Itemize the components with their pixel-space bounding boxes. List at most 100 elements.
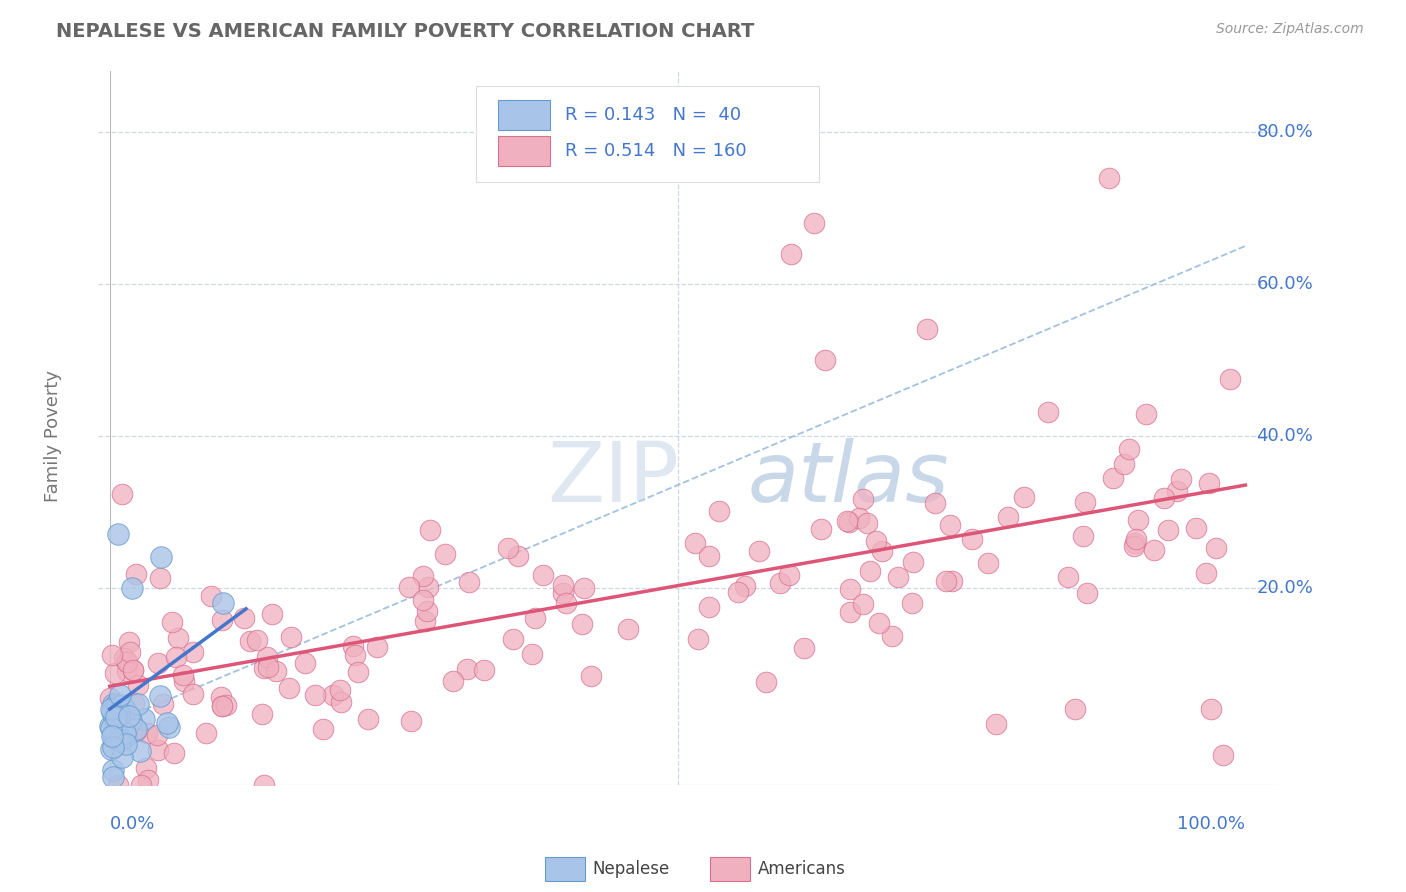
Point [901, 597, 924, 611]
Point [118, 709, 141, 723]
Point [100, 742, 122, 756]
Point [125, 566, 148, 581]
Point [152, 697, 174, 711]
Point [103, 731, 125, 745]
Point [778, 568, 800, 582]
Point [125, 722, 148, 736]
Point [312, 722, 335, 736]
Point [1064, 702, 1087, 716]
Point [617, 623, 640, 637]
Point [181, 687, 204, 701]
Point [683, 536, 706, 550]
Point [101, 648, 124, 662]
Point [839, 605, 862, 619]
Point [104, 710, 127, 724]
Point [129, 778, 152, 792]
Text: 0.0%: 0.0% [110, 815, 155, 833]
Point [793, 640, 815, 655]
Point [172, 667, 194, 681]
Point [1038, 405, 1060, 419]
Point [1166, 484, 1188, 499]
Point [859, 564, 882, 578]
Point [472, 663, 495, 677]
Point [107, 778, 129, 792]
Point [366, 640, 388, 655]
Point [108, 688, 131, 702]
Point [108, 732, 131, 747]
Point [1184, 521, 1206, 535]
Point [1112, 457, 1135, 471]
Point [412, 568, 434, 582]
Point [115, 729, 138, 743]
Point [1098, 170, 1121, 185]
Text: Family Poverty: Family Poverty [44, 370, 62, 502]
Point [145, 728, 167, 742]
Point [100, 730, 122, 744]
Point [329, 682, 352, 697]
Point [118, 635, 141, 649]
Point [211, 699, 233, 714]
FancyBboxPatch shape [498, 136, 550, 166]
Point [112, 651, 135, 665]
Point [1195, 566, 1218, 581]
Point [136, 772, 159, 787]
Point [506, 549, 529, 563]
Point [572, 581, 595, 595]
Point [433, 548, 456, 562]
Point [278, 681, 301, 696]
Point [456, 662, 478, 676]
Point [125, 724, 148, 739]
FancyBboxPatch shape [546, 857, 585, 881]
Point [148, 742, 170, 756]
Point [107, 699, 129, 714]
Point [522, 647, 544, 661]
Point [346, 665, 368, 680]
Point [1118, 442, 1140, 457]
Point [260, 607, 283, 621]
Point [104, 710, 127, 724]
Point [253, 778, 276, 792]
Point [960, 532, 983, 546]
Point [104, 698, 127, 712]
Point [212, 596, 235, 610]
Point [264, 665, 287, 679]
Point [1201, 702, 1223, 716]
Point [838, 582, 860, 597]
Point [115, 655, 138, 669]
Point [122, 696, 145, 710]
Point [553, 586, 575, 600]
Point [322, 688, 344, 702]
Point [941, 574, 963, 589]
Point [98, 690, 121, 705]
Point [697, 600, 720, 615]
Point [1056, 569, 1078, 583]
Point [101, 770, 124, 784]
Point [872, 543, 894, 558]
Point [209, 690, 232, 705]
Point [117, 664, 139, 678]
Text: Nepalese: Nepalese [592, 860, 669, 878]
Point [246, 633, 269, 648]
Point [1102, 471, 1125, 485]
Point [129, 744, 152, 758]
Point [107, 527, 129, 541]
Point [114, 725, 136, 739]
Point [441, 673, 464, 688]
Point [148, 656, 170, 670]
Point [101, 706, 124, 720]
Point [935, 574, 957, 588]
Point [256, 659, 278, 673]
Point [553, 578, 575, 592]
Point [838, 515, 860, 529]
Point [103, 726, 125, 740]
Point [886, 570, 908, 584]
Point [1153, 491, 1175, 505]
Point [111, 487, 134, 501]
Point [398, 580, 420, 594]
Point [810, 522, 832, 536]
Point [1198, 476, 1220, 491]
Point [1012, 490, 1035, 504]
Point [120, 713, 142, 727]
Text: R = 0.143   N =  40: R = 0.143 N = 40 [565, 106, 741, 124]
Point [856, 516, 879, 531]
